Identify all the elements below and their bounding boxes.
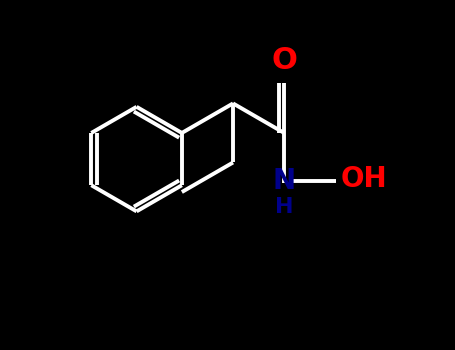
Text: H: H — [275, 197, 293, 217]
Text: O: O — [271, 46, 297, 75]
Text: N: N — [273, 167, 296, 195]
Text: OH: OH — [341, 165, 388, 193]
